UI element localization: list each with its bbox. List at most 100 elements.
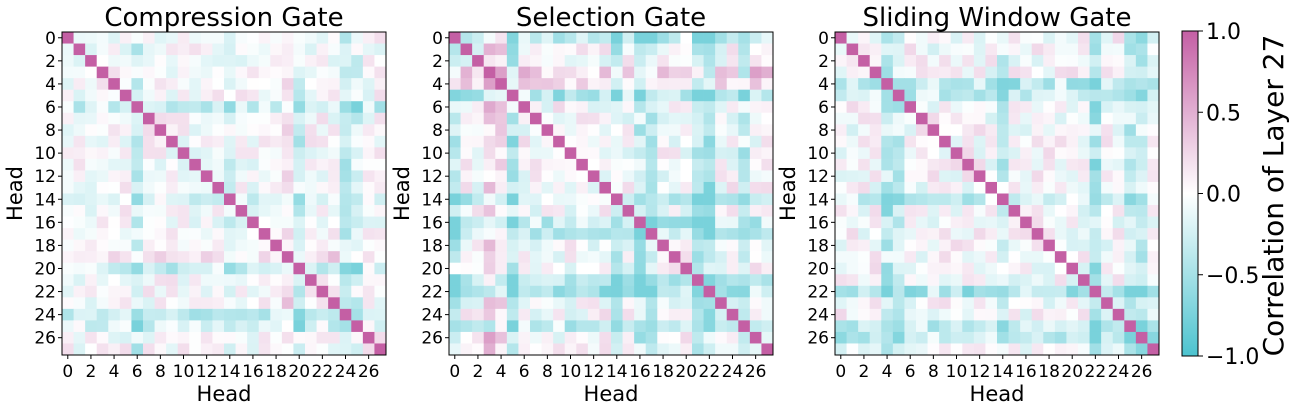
- heatmap-cell: [657, 158, 670, 171]
- heatmap-cell: [645, 262, 658, 275]
- heatmap-cell: [634, 32, 647, 44]
- heatmap-cell: [449, 274, 461, 287]
- heatmap-cell: [715, 331, 728, 344]
- heatmap-cell: [506, 32, 519, 44]
- heatmap-cell: [351, 124, 364, 137]
- heatmap-cell: [506, 343, 519, 356]
- heatmap-cell: [761, 135, 774, 148]
- heatmap-cell: [316, 251, 329, 264]
- heatmap-cell: [362, 170, 375, 183]
- heatmap-cell: [939, 124, 952, 137]
- heatmap-cell: [131, 78, 144, 91]
- heatmap-cell: [950, 147, 963, 160]
- heatmap-cell: [858, 320, 871, 333]
- heatmap-cell: [85, 308, 98, 321]
- heatmap-cell: [224, 274, 236, 287]
- heatmap-cell: [939, 343, 952, 356]
- heatmap-cell: [1066, 297, 1079, 310]
- heatmap-cell: [668, 228, 681, 241]
- heatmap-cell: [351, 251, 364, 264]
- heatmap-cell: [362, 320, 375, 333]
- heatmap-cell: [316, 78, 329, 91]
- heatmap-cell: [962, 274, 975, 287]
- heatmap-cell: [200, 251, 213, 264]
- heatmap-cell: [270, 343, 283, 356]
- heatmap-cell: [73, 89, 86, 102]
- heatmap-cell: [645, 239, 658, 252]
- heatmap-cell: [1101, 101, 1114, 114]
- heatmap-cell: [761, 89, 774, 102]
- heatmap-cell: [166, 66, 179, 79]
- heatmap-cell: [916, 101, 928, 114]
- heatmap-cell: [668, 78, 681, 91]
- heatmap-cell: [587, 66, 600, 79]
- heatmap-cell: [281, 55, 294, 68]
- heatmap-cell: [1031, 228, 1044, 241]
- x-tick-label: 10: [946, 362, 968, 382]
- heatmap-cell: [738, 297, 751, 310]
- heatmap-cell: [622, 89, 635, 102]
- heatmap-cell: [460, 308, 473, 321]
- heatmap-cell: [892, 216, 905, 229]
- heatmap-cell: [1054, 55, 1067, 68]
- heatmap-cell: [530, 251, 542, 264]
- heatmap-cell: [460, 331, 473, 344]
- heatmap-cell: [916, 55, 928, 68]
- heatmap-cell: [1031, 158, 1044, 171]
- heatmap-cell: [985, 181, 998, 194]
- heatmap-cell: [506, 251, 519, 264]
- heatmap-cell: [892, 205, 905, 217]
- heatmap-cell: [985, 124, 998, 137]
- heatmap-cell: [1008, 147, 1021, 160]
- heatmap-cell: [270, 285, 283, 298]
- heatmap-cell: [62, 343, 74, 356]
- heatmap-cell: [1135, 78, 1148, 91]
- heatmap-cell: [680, 297, 693, 310]
- heatmap-cell: [143, 320, 155, 333]
- heatmap-cell: [258, 170, 271, 183]
- heatmap-cell: [1124, 112, 1137, 125]
- heatmap-cell: [973, 216, 986, 229]
- heatmap-cell: [362, 308, 375, 321]
- heatmap-cell: [846, 343, 859, 356]
- heatmap-cell: [1112, 147, 1125, 160]
- heatmap-cell: [1078, 147, 1090, 160]
- heatmap-cell: [316, 32, 329, 44]
- heatmap-cell: [692, 55, 704, 68]
- heatmap-cell: [374, 343, 387, 356]
- heatmap-cell: [680, 181, 693, 194]
- heatmap-cell: [892, 274, 905, 287]
- heatmap-cell: [962, 78, 975, 91]
- heatmap-cell: [657, 55, 670, 68]
- heatmap-cell: [680, 274, 693, 287]
- y-tick-label: 4: [45, 75, 56, 95]
- heatmap-cell: [927, 135, 940, 148]
- heatmap-cell: [62, 193, 74, 206]
- heatmap-cell: [738, 78, 751, 91]
- heatmap-cell: [749, 331, 762, 344]
- heatmap-cell: [362, 181, 375, 194]
- heatmap-cell: [726, 216, 739, 229]
- heatmap-cell: [212, 216, 225, 229]
- heatmap-cell: [518, 216, 531, 229]
- heatmap-cell: [247, 205, 260, 217]
- heatmap-cell: [749, 251, 762, 264]
- heatmap-cell: [472, 331, 485, 344]
- heatmap-cell: [553, 112, 566, 125]
- heatmap-cell: [518, 101, 531, 114]
- heatmap-cell: [143, 216, 155, 229]
- heatmap-cell: [73, 308, 86, 321]
- y-axis-label: Head: [390, 166, 414, 221]
- heatmap-cell: [154, 89, 167, 102]
- heatmap-cell: [62, 205, 74, 217]
- heatmap-cell: [703, 343, 716, 356]
- heatmap-cell: [680, 43, 693, 56]
- heatmap-cell: [576, 66, 589, 79]
- heatmap-cell: [96, 55, 109, 68]
- heatmap-cell: [645, 251, 658, 264]
- heatmap-cell: [339, 124, 352, 137]
- heatmap-cell: [1020, 158, 1033, 171]
- heatmap-cell: [927, 205, 940, 217]
- heatmap-cell: [1147, 228, 1160, 241]
- heatmap-cell: [189, 112, 202, 125]
